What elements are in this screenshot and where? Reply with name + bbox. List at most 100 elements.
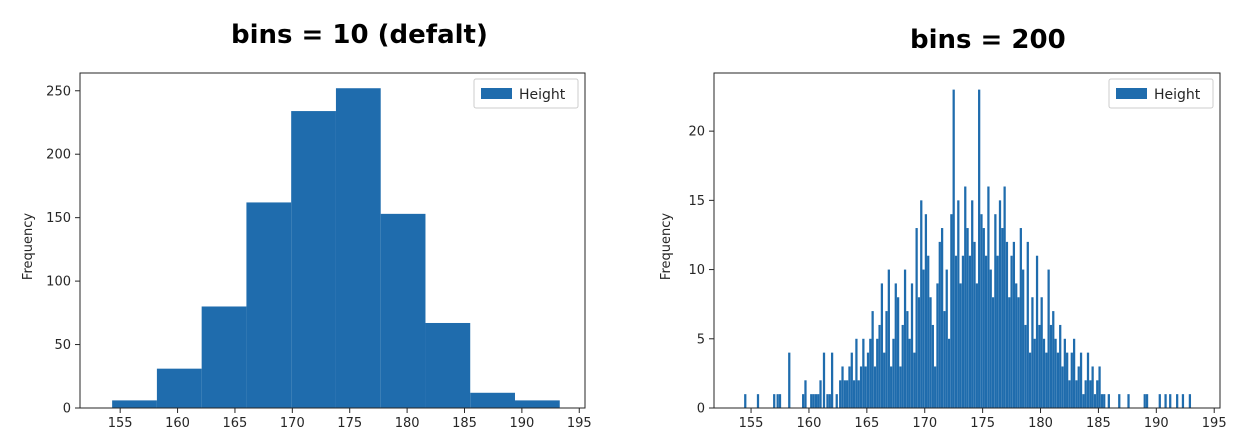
histogram-bar — [778, 394, 782, 408]
histogram-bar — [975, 283, 978, 408]
histogram-bar — [922, 269, 925, 408]
histogram-bar — [1098, 366, 1101, 408]
histogram-bar — [425, 322, 471, 408]
histogram-bar — [878, 324, 881, 408]
histogram-bar — [887, 269, 890, 408]
x-tick-label: 155 — [739, 416, 764, 431]
histogram-bar — [1188, 394, 1192, 408]
chart-title-left: bins = 10 (defalt) — [231, 20, 488, 50]
legend: Height — [1108, 78, 1214, 109]
histogram-bar — [291, 111, 336, 409]
histogram-bar — [1082, 394, 1085, 408]
histogram-bar — [819, 380, 822, 408]
histogram-bar — [201, 306, 247, 408]
histogram-bar — [862, 338, 865, 408]
histogram-bar — [931, 324, 934, 408]
histogram-bar — [915, 228, 918, 408]
histogram-bar — [835, 394, 838, 408]
histogram-bar — [855, 338, 858, 408]
histogram-bar — [1001, 228, 1004, 408]
x-tick-label: 180 — [395, 416, 420, 431]
histogram-bar — [984, 255, 988, 408]
histogram-bar — [1059, 324, 1062, 408]
histogram-bar — [1017, 297, 1020, 408]
histogram-bar — [934, 366, 937, 408]
x-tick-label: 195 — [1202, 416, 1227, 431]
histogram-bar — [1061, 366, 1064, 408]
histogram-bar — [978, 89, 981, 408]
histogram-bar — [1077, 366, 1080, 408]
histogram-bar — [744, 394, 747, 408]
histogram-bar — [1089, 380, 1092, 408]
histogram-bar — [1143, 394, 1146, 408]
histogram-bar — [954, 255, 958, 408]
histogram-bar — [959, 283, 962, 408]
histogram-bar — [848, 366, 851, 408]
histogram-bar — [940, 228, 944, 408]
histogram-bar — [810, 394, 813, 408]
y-tick-label: 20 — [688, 125, 705, 140]
histogram-bar — [1084, 380, 1087, 408]
histogram-bar — [961, 255, 965, 408]
histogram-bar — [901, 324, 904, 408]
y-tick-label: 10 — [688, 263, 705, 278]
histogram-bar — [788, 352, 791, 408]
legend-swatch — [1116, 88, 1147, 99]
histogram-bar — [1127, 394, 1130, 408]
histogram-bar — [1024, 324, 1027, 408]
histogram-bar — [1176, 394, 1179, 408]
histogram-bar — [756, 394, 760, 408]
histogram-bar — [1093, 394, 1097, 408]
x-tick-label: 185 — [452, 416, 477, 431]
histogram-bar — [1103, 394, 1106, 408]
histogram-bar — [776, 394, 779, 408]
histogram-bar — [1068, 380, 1071, 408]
histogram-bar — [1028, 352, 1032, 408]
histogram-bar — [470, 392, 515, 408]
histogram-bar — [335, 88, 381, 409]
histogram-bar — [938, 241, 941, 408]
histogram-bar — [828, 394, 831, 408]
histogram-bar — [908, 338, 911, 408]
histogram-bar — [1100, 394, 1104, 408]
y-tick-label: 0 — [697, 402, 705, 417]
histogram-bar — [927, 255, 930, 408]
histogram-bar — [1181, 394, 1185, 408]
histogram-bar — [1169, 394, 1172, 408]
histogram-bar — [910, 283, 914, 408]
legend-label: Height — [519, 87, 566, 103]
histogram-bar — [885, 311, 888, 408]
y-tick-label: 5 — [697, 332, 705, 347]
histogram-bar — [1026, 241, 1029, 408]
histogram-bar — [1008, 297, 1011, 408]
histogram-bar — [917, 297, 921, 408]
histogram-bar — [1047, 269, 1050, 408]
histogram-bar — [1022, 269, 1025, 408]
histogram-bar — [1158, 394, 1161, 408]
histogram-bar — [876, 338, 879, 408]
histogram-bar — [952, 89, 955, 408]
x-tick-label: 190 — [509, 416, 534, 431]
y-axis-label: Frequency — [659, 213, 674, 280]
x-tick-label: 190 — [1144, 416, 1169, 431]
histogram-bar — [871, 311, 874, 408]
histogram-bar — [1038, 324, 1041, 408]
x-tick-label: 155 — [108, 416, 133, 431]
histogram-bar — [1045, 352, 1048, 408]
histogram-bar — [859, 366, 863, 408]
y-tick-label: 250 — [46, 84, 71, 99]
x-tick-label: 160 — [797, 416, 822, 431]
x-tick-label: 170 — [912, 416, 937, 431]
histogram-bar — [1164, 394, 1167, 408]
y-tick-label: 100 — [46, 275, 71, 290]
histogram-bar — [1015, 283, 1018, 408]
x-tick-label: 165 — [223, 416, 248, 431]
legend-swatch — [481, 88, 512, 99]
histogram-bar — [913, 352, 916, 408]
histogram-bar — [899, 366, 902, 408]
histogram-bar — [1042, 338, 1046, 408]
histogram-bar — [1145, 394, 1149, 408]
histogram-bar — [987, 186, 990, 408]
histogram-bar — [950, 214, 953, 408]
histogram-bins-200: 155 160 165 170 175 180 185 190 195 0 5 10 15 20 Fre… — [659, 72, 1227, 431]
